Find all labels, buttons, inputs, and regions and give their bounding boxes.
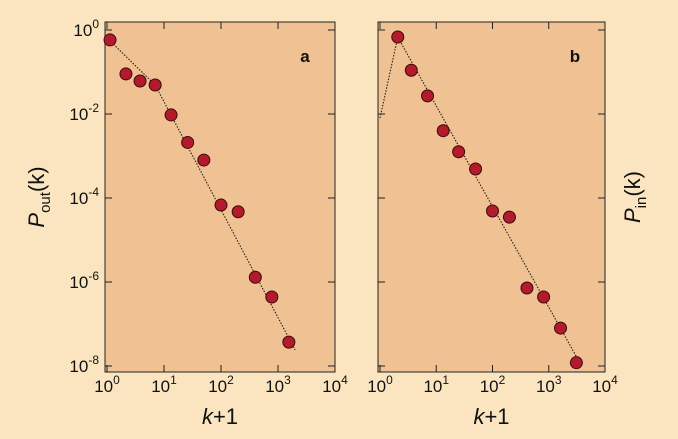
data-point bbox=[248, 270, 262, 284]
x-tick-exp: 3 bbox=[284, 373, 291, 387]
x-tick-base: 10 bbox=[94, 377, 113, 396]
y-label-arg: (k) bbox=[24, 166, 49, 192]
x-tick-base: 10 bbox=[536, 377, 555, 396]
x-axis-label: k+1 bbox=[473, 404, 509, 429]
data-point bbox=[265, 290, 279, 304]
x-tick-label: 104 bbox=[322, 373, 348, 396]
x-tick-base: 10 bbox=[423, 377, 442, 396]
x-tick-exp: 0 bbox=[113, 373, 120, 387]
data-point bbox=[282, 335, 296, 349]
y-tick-base: 10 bbox=[73, 21, 92, 40]
x-tick-base: 10 bbox=[151, 377, 170, 396]
y-axis-label: Pin(k) bbox=[620, 171, 650, 223]
x-tick-label: 103 bbox=[265, 373, 291, 396]
panel-label: a bbox=[300, 47, 310, 66]
data-point bbox=[231, 205, 245, 219]
x-tick-exp: 1 bbox=[442, 373, 449, 387]
panel-label: b bbox=[570, 47, 580, 66]
y-label-sub: in bbox=[633, 197, 650, 209]
y-tick-label: 100 bbox=[73, 17, 99, 40]
x-tick-base: 10 bbox=[265, 377, 284, 396]
y-tick-label: 10-8 bbox=[69, 353, 99, 376]
data-point bbox=[452, 145, 466, 159]
y-tick-base: 10 bbox=[69, 105, 88, 124]
x-tick-label: 103 bbox=[536, 373, 562, 396]
data-point bbox=[133, 74, 147, 88]
data-point bbox=[214, 198, 228, 212]
y-tick-exp: -6 bbox=[88, 269, 99, 283]
y-tick-label: 10-6 bbox=[69, 269, 99, 292]
y-label-var: P bbox=[24, 213, 49, 228]
x-tick-base: 10 bbox=[480, 377, 499, 396]
data-point bbox=[436, 124, 450, 138]
x-label-var: k bbox=[473, 404, 485, 429]
data-point bbox=[502, 210, 516, 224]
y-tick-base: 10 bbox=[69, 273, 88, 292]
x-tick-label: 100 bbox=[367, 373, 393, 396]
x-label-var: k bbox=[202, 404, 214, 429]
x-tick-base: 10 bbox=[592, 377, 611, 396]
y-tick-exp: -8 bbox=[88, 353, 99, 367]
x-tick-base: 10 bbox=[367, 377, 386, 396]
fit-line bbox=[379, 35, 580, 363]
y-tick-base: 10 bbox=[69, 357, 88, 376]
x-tick-label: 104 bbox=[592, 373, 618, 396]
x-tick-base: 10 bbox=[322, 377, 341, 396]
x-tick-label: 101 bbox=[151, 373, 177, 396]
x-tick-label: 102 bbox=[480, 373, 506, 396]
y-tick-label: 10-4 bbox=[69, 185, 99, 208]
y-label-sub: out bbox=[37, 191, 54, 213]
y-tick-exp: -4 bbox=[88, 185, 99, 199]
x-axis-label: k+1 bbox=[202, 404, 238, 429]
plot-area bbox=[377, 21, 606, 373]
y-label-var: P bbox=[620, 208, 645, 223]
y-tick-label: 10-2 bbox=[69, 101, 99, 124]
x-tick-exp: 4 bbox=[611, 373, 618, 387]
data-point bbox=[537, 290, 551, 304]
data-point bbox=[404, 63, 418, 77]
x-tick-exp: 1 bbox=[170, 373, 177, 387]
x-tick-exp: 2 bbox=[499, 373, 506, 387]
x-label-rest: +1 bbox=[484, 404, 509, 429]
x-tick-base: 10 bbox=[208, 377, 227, 396]
y-axis-label: Pout(k) bbox=[24, 166, 54, 227]
x-tick-exp: 4 bbox=[341, 373, 348, 387]
x-label-rest: +1 bbox=[213, 404, 238, 429]
x-tick-exp: 3 bbox=[555, 373, 562, 387]
data-point bbox=[119, 67, 133, 81]
data-point bbox=[554, 321, 568, 335]
y-tick-base: 10 bbox=[69, 189, 88, 208]
data-point bbox=[469, 162, 483, 176]
data-point bbox=[164, 108, 178, 122]
plot-area bbox=[104, 21, 336, 373]
x-tick-label: 101 bbox=[423, 373, 449, 396]
x-tick-label: 102 bbox=[208, 373, 234, 396]
x-tick-label: 100 bbox=[94, 373, 120, 396]
x-tick-exp: 2 bbox=[227, 373, 234, 387]
y-label-arg: (k) bbox=[620, 171, 645, 197]
y-tick-exp: 0 bbox=[92, 17, 99, 31]
data-point bbox=[181, 135, 195, 149]
data-point bbox=[421, 89, 435, 103]
data-point bbox=[569, 356, 583, 370]
x-tick-exp: 0 bbox=[386, 373, 393, 387]
data-point bbox=[148, 78, 162, 92]
y-tick-exp: -2 bbox=[88, 101, 99, 115]
data-point bbox=[486, 204, 499, 218]
data-point bbox=[197, 153, 211, 167]
data-point bbox=[103, 33, 117, 47]
data-point bbox=[391, 30, 405, 44]
data-point bbox=[520, 281, 534, 295]
